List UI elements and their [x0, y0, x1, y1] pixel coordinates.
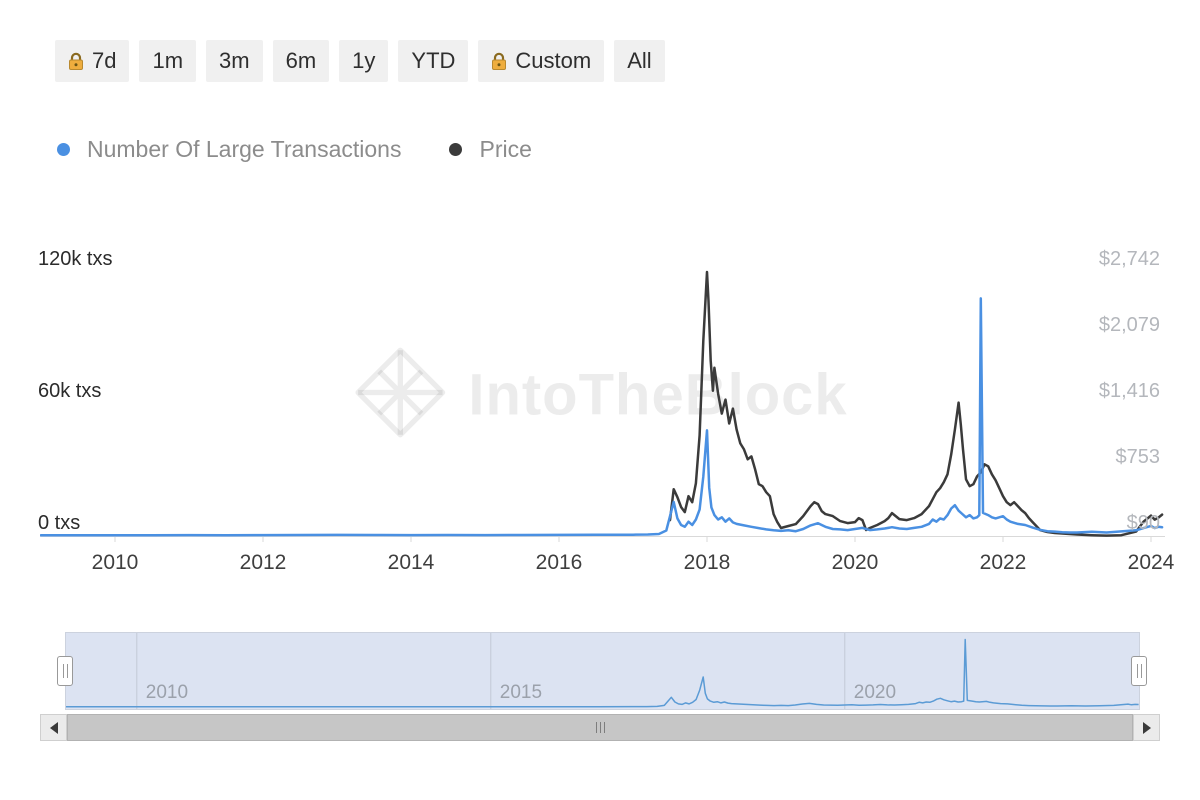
y-axis-label: $2,742 [1098, 248, 1160, 270]
range-button-label: 7d [92, 48, 117, 73]
y-axis-label: $2,079 [1098, 314, 1160, 336]
lock-icon [68, 52, 84, 71]
y-axis-label: 120k txs [38, 248, 113, 270]
range-button-1y[interactable]: 1y [339, 40, 389, 83]
range-button-label: 6m [285, 48, 317, 73]
navigator-handle-right[interactable] [1131, 656, 1147, 686]
y-axis-label: $1,416 [1098, 380, 1160, 402]
range-button-3m[interactable]: 3m [206, 40, 263, 83]
chart-legend: Number Of Large Transactions Price [57, 136, 532, 163]
navigator-axis-label: 2020 [853, 682, 897, 703]
range-button-label: 3m [219, 48, 250, 73]
legend-marker-price [449, 143, 463, 156]
scroll-left-button[interactable] [40, 714, 67, 741]
y-axis-label: $90 [1126, 512, 1160, 534]
range-button-label: All [627, 48, 652, 73]
y-axis-label: $753 [1115, 446, 1161, 468]
x-axis-label: 2016 [535, 551, 583, 574]
scrollbar-grip-icon [599, 722, 601, 733]
navigator-handle-left[interactable] [57, 656, 73, 686]
legend-item-price[interactable]: Price [449, 136, 532, 163]
scrollbar-grip-icon [595, 722, 597, 733]
range-button-label: YTD [411, 48, 456, 73]
x-axis-label: 2024 [1127, 551, 1175, 574]
range-button-custom[interactable]: Custom [478, 40, 605, 83]
y-axis-label: 0 txs [38, 512, 81, 534]
scroll-right-button[interactable] [1133, 714, 1160, 741]
range-button-label: Custom [515, 48, 592, 73]
range-button-all[interactable]: All [614, 40, 665, 83]
time-range-toolbar: 7d 1m 3m 6m 1y YTD Custom All [55, 40, 665, 83]
range-button-label: 1y [352, 48, 376, 73]
navigator-axis-label: 2010 [145, 682, 189, 703]
x-axis-label: 2022 [979, 551, 1027, 574]
x-axis-label: 2010 [91, 551, 139, 574]
range-button-1m[interactable]: 1m [139, 40, 197, 83]
x-axis-label: 2020 [831, 551, 879, 574]
range-button-label: 1m [152, 48, 184, 73]
main-chart-plot-area[interactable] [40, 240, 1165, 542]
scrollbar-grip-icon [603, 722, 605, 733]
horizontal-scrollbar [40, 714, 1160, 741]
x-axis-label: 2018 [683, 551, 731, 574]
scroll-left-icon [49, 721, 58, 734]
navigator-axis-label: 2015 [499, 682, 543, 703]
legend-label-transactions: Number Of Large Transactions [87, 136, 402, 162]
navigator-chart [66, 633, 1139, 709]
scroll-right-icon [1142, 721, 1151, 734]
range-button-6m[interactable]: 6m [272, 40, 330, 83]
legend-marker-transactions [57, 143, 70, 156]
x-axis-label: 2012 [239, 551, 287, 574]
range-button-ytd[interactable]: YTD [398, 40, 469, 83]
x-axis-label: 2014 [387, 551, 435, 574]
legend-label-price: Price [479, 136, 532, 162]
legend-item-transactions[interactable]: Number Of Large Transactions [57, 136, 401, 163]
range-button-7d[interactable]: 7d [55, 40, 130, 83]
y-axis-label: 60k txs [38, 380, 102, 402]
scrollbar-thumb[interactable] [67, 714, 1133, 741]
lock-icon [491, 52, 507, 71]
navigator[interactable]: 2010 2015 2020 [65, 632, 1140, 710]
